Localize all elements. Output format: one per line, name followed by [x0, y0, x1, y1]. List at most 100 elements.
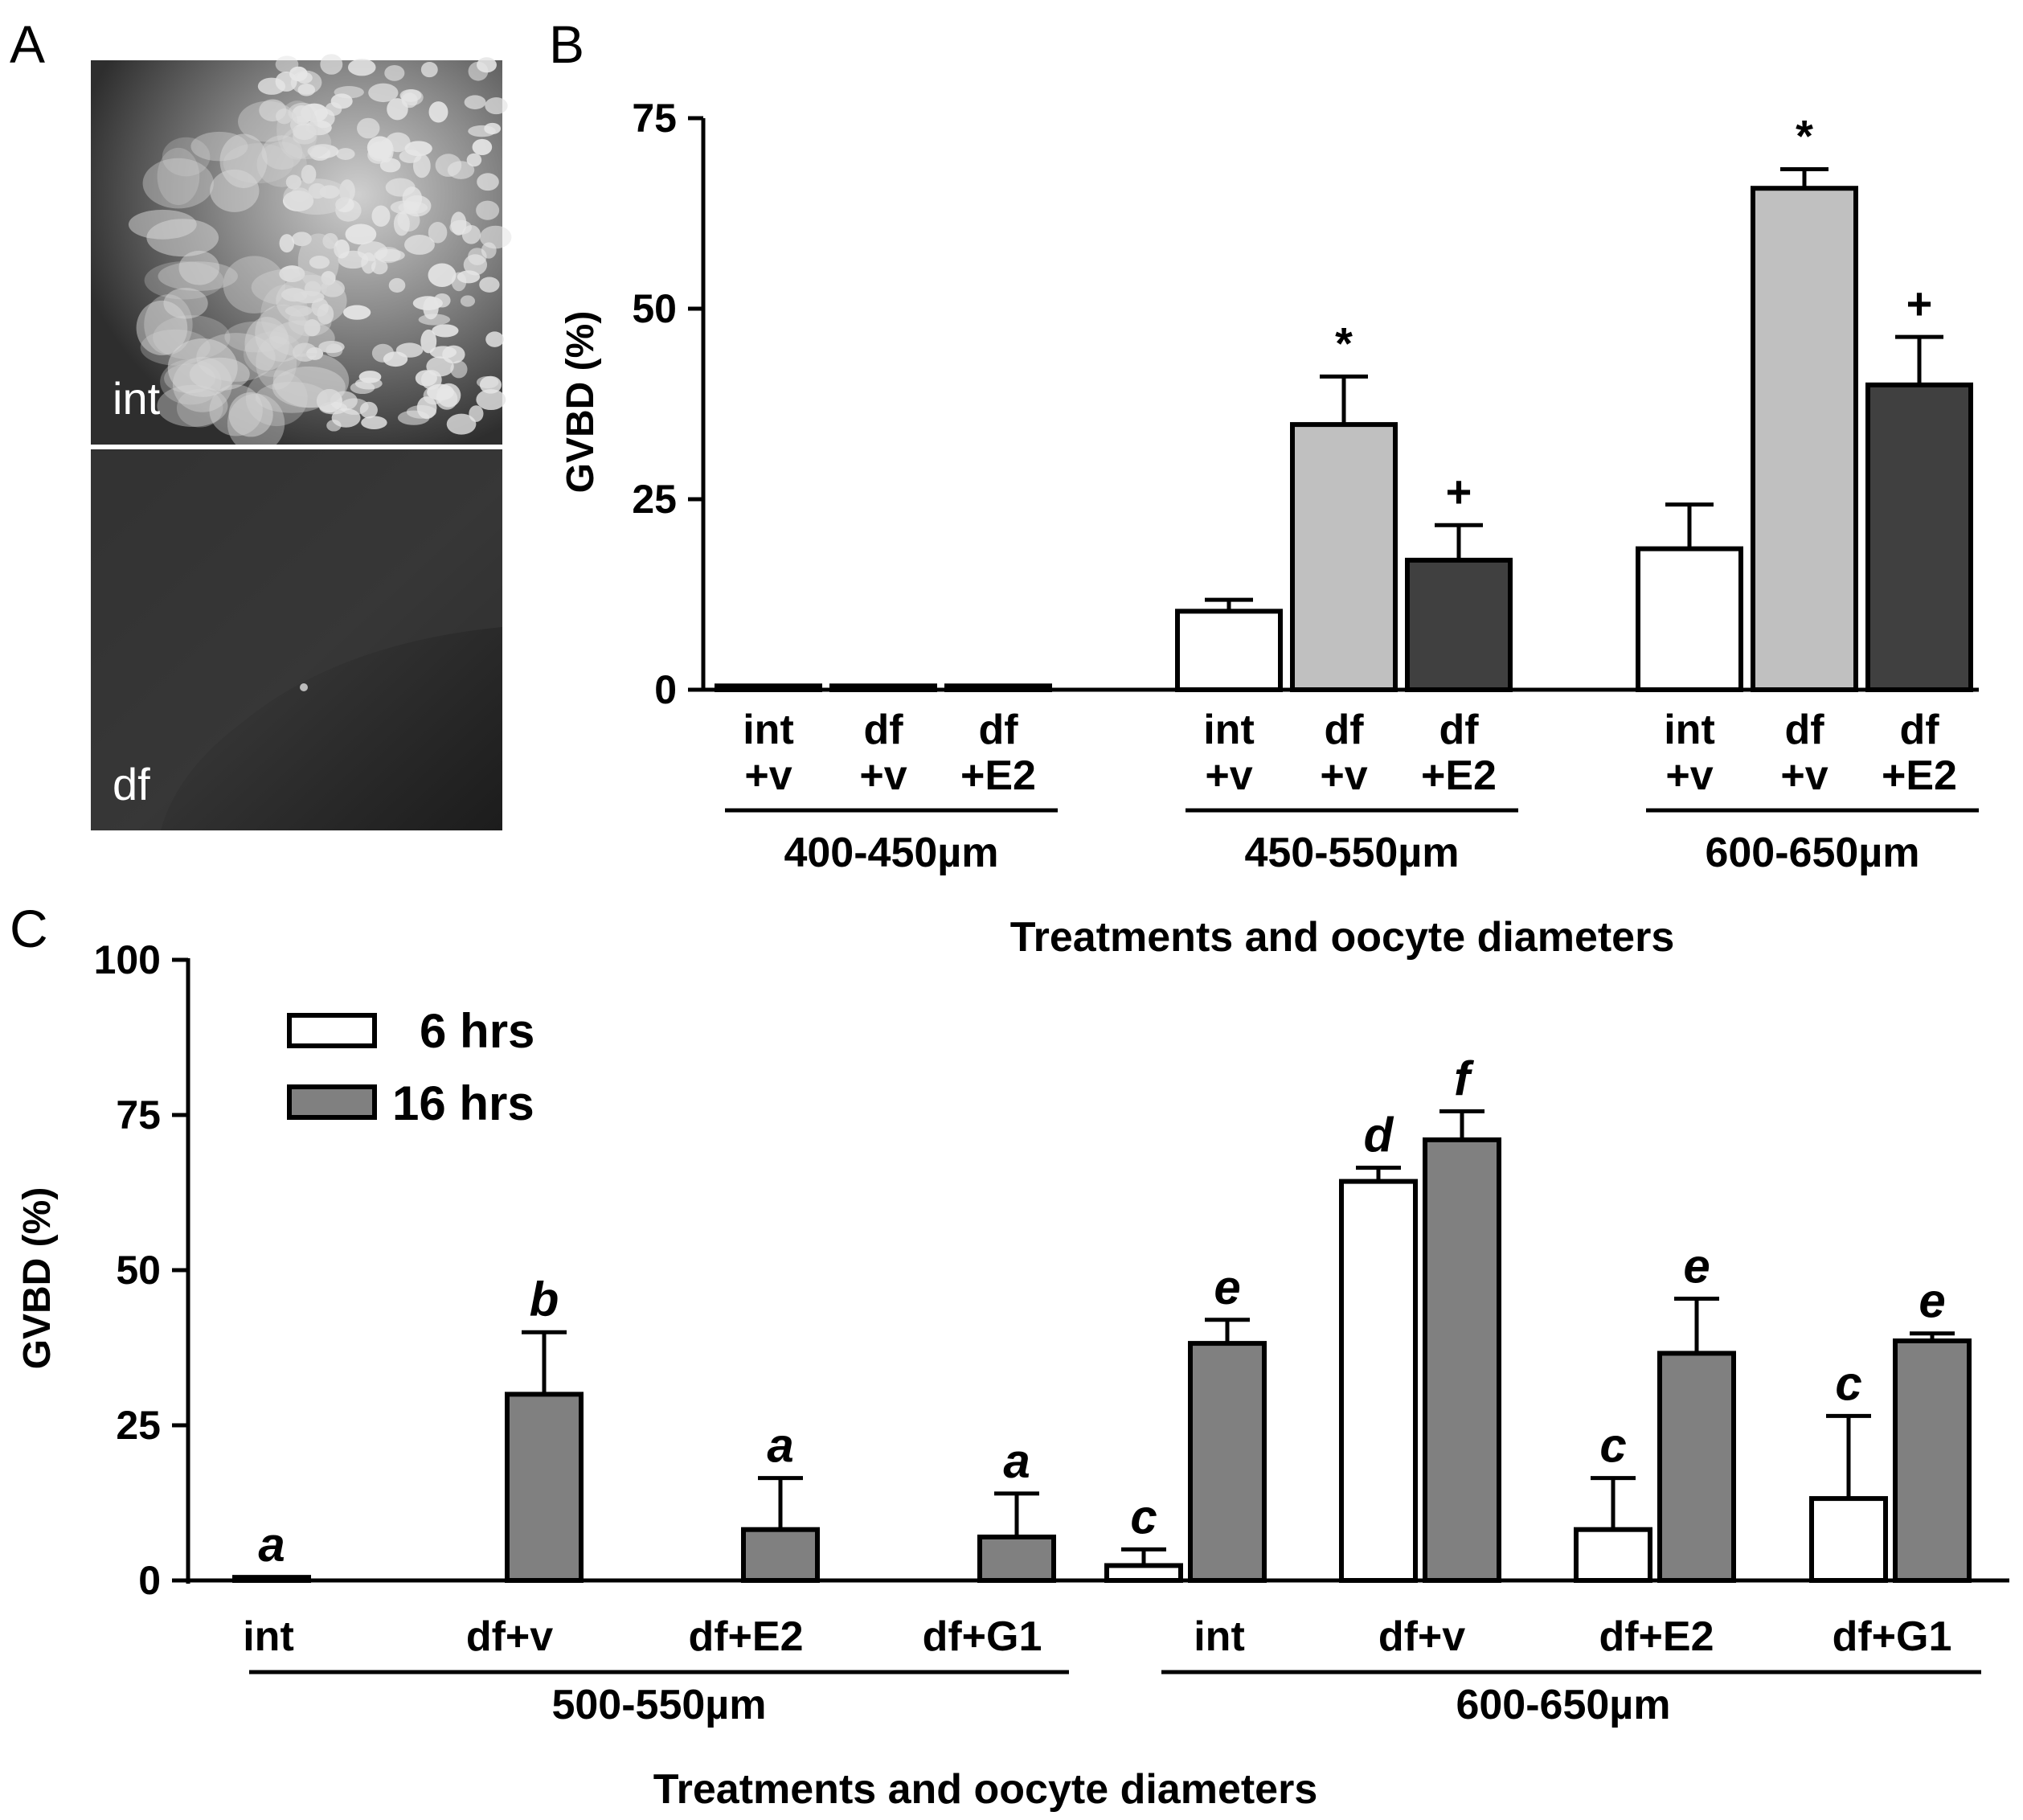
significance-letter: a: [1003, 1434, 1030, 1488]
fluorescent-spot: [428, 221, 448, 244]
fluorescent-spot: [420, 329, 437, 354]
significance-letter: e: [1214, 1260, 1240, 1314]
significance-letter: c: [1599, 1419, 1626, 1473]
x-category-label: int: [1203, 707, 1255, 753]
fluorescent-spot: [357, 117, 380, 139]
significance-letter: f: [1454, 1051, 1474, 1105]
panel-b-letter: B: [549, 14, 584, 74]
bar: [944, 683, 1052, 693]
significance-letter: a: [767, 1419, 793, 1473]
fluorescent-spot: [255, 304, 309, 363]
bar: [1405, 557, 1513, 693]
panel-c-ytick: 75: [116, 1092, 161, 1138]
fluorescent-spot: [404, 235, 435, 255]
fluorescent-spot: [326, 420, 342, 432]
panel-b-x-axis-title: Treatments and oocyte diameters: [1010, 914, 1675, 961]
panel-b-ytick: 50: [632, 286, 677, 331]
panel-c-legend: 6 hrs 16 hrs: [287, 1004, 534, 1130]
fluorescent-spot: [256, 141, 307, 187]
bar: [1188, 1341, 1267, 1583]
fluorescent-spot: [429, 346, 457, 359]
fluorescent-spot: [272, 353, 350, 408]
x-category-label: +v: [1665, 752, 1713, 799]
x-category-label: +v: [1320, 752, 1367, 799]
bar: [1636, 546, 1743, 692]
bar: [1809, 1496, 1888, 1583]
fluorescent-spot: [476, 200, 500, 220]
panel-b: B 0 25 50 75 GVBD (%) int+vdf+vdf+E2400-…: [549, 14, 1979, 961]
fluorescent-spot: [163, 288, 208, 319]
fluorescent-spot: [312, 108, 335, 129]
x-category-label: +v: [1205, 752, 1252, 799]
x-category-label: int: [1194, 1613, 1245, 1660]
bar: [232, 1575, 311, 1584]
fluorescent-spot: [485, 331, 504, 347]
fluorescent-spot: [162, 137, 211, 177]
fluorescent-spot: [285, 305, 313, 317]
fluorescent-spot: [276, 274, 347, 327]
x-category-label: df+G1: [923, 1613, 1042, 1660]
fluorescent-spot: [447, 161, 475, 179]
bar: [1423, 1137, 1501, 1583]
group-label: 600-650µm: [1456, 1682, 1670, 1728]
significance-mark: +: [1446, 466, 1472, 517]
panel-b-ytick: 0: [654, 667, 677, 712]
fluorescent-spot: [399, 150, 422, 163]
fluorescent-spot: [255, 382, 328, 413]
bar: [505, 1392, 584, 1584]
legend-label-16hrs: 16 hrs: [392, 1076, 534, 1130]
fluorescent-spot: [320, 54, 343, 75]
panel-b-ytick: 75: [632, 96, 677, 141]
micrograph-divider: [91, 445, 502, 449]
x-category-label: df+E2: [1599, 1613, 1714, 1660]
fluorescent-spot: [476, 375, 499, 389]
fluorescent-spot: [291, 105, 312, 125]
panel-c: C 0 25 50 75 100 GVBD (%) 6 hrs 16 hrs a…: [10, 899, 2009, 1813]
fluorescent-spot: [460, 295, 476, 307]
fluorescent-spot: [400, 89, 424, 106]
fluorescent-spot: [142, 158, 214, 209]
fluorescent-spot: [464, 95, 486, 109]
bar: [829, 683, 937, 693]
fluorescent-spot: [297, 233, 339, 290]
fluorescent-spot: [345, 223, 377, 245]
panel-a: A int df: [10, 14, 512, 830]
fluorescent-spot: [384, 64, 405, 81]
group-label: 450-550µm: [1244, 830, 1459, 876]
panel-b-y-axis-label: GVBD (%): [559, 311, 602, 494]
bar: [1175, 609, 1283, 693]
fluorescent-spot: [279, 265, 305, 283]
fluorescent-spot: [479, 277, 500, 293]
significance-letter: a: [258, 1518, 285, 1572]
fluorescent-spot: [388, 277, 406, 293]
bar: [1893, 1338, 1972, 1584]
significance-letter: e: [1919, 1274, 1945, 1328]
fluorescent-spot: [423, 387, 444, 405]
bar: [741, 1527, 820, 1584]
fluorescent-spot: [469, 405, 484, 422]
significance-mark: +: [1906, 278, 1933, 329]
legend-label-6hrs: 6 hrs: [420, 1004, 534, 1058]
fluorescent-spot: [297, 83, 316, 96]
x-category-label: +v: [859, 752, 907, 799]
fluorescent-spot: [238, 100, 298, 142]
fluorescent-spot: [466, 153, 482, 167]
fluorescent-spot: [432, 324, 459, 338]
bar: [1751, 186, 1858, 692]
fluorescent-spot: [450, 211, 467, 236]
fluorescent-spot: [343, 305, 371, 320]
bar: [1574, 1527, 1652, 1584]
fluorescent-spot: [136, 300, 188, 356]
panel-b-bars: int+vdf+vdf+E2400-450µmint+v*df+v+df+E24…: [703, 111, 1979, 876]
fluorescent-spot: [423, 297, 439, 320]
fluorescent-spot: [450, 360, 468, 379]
panel-b-ytick: 25: [632, 477, 677, 522]
fluorescent-spot: [272, 366, 346, 408]
x-category-label: int: [243, 1613, 294, 1660]
fluorescent-spot: [361, 252, 376, 274]
fluorescent-spot: [472, 138, 493, 156]
fluorescent-spot: [140, 329, 211, 366]
x-category-label: df: [1784, 707, 1824, 753]
fluorescent-spot: [178, 250, 219, 285]
